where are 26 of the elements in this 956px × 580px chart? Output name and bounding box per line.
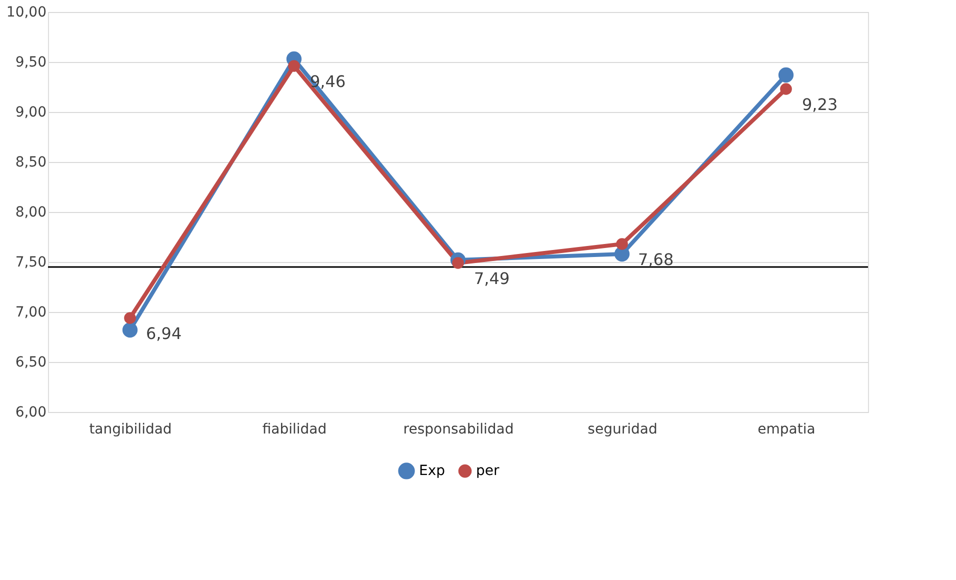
x-tick-label: responsabilidad: [403, 422, 514, 438]
legend-label: per: [476, 463, 500, 480]
point: [288, 60, 300, 72]
x-tick-label: tangibilidad: [89, 422, 172, 438]
y-tick-label: 9,50: [15, 54, 46, 70]
data-label: 7,68: [638, 250, 674, 269]
point: [616, 238, 628, 250]
y-tick-label: 7,00: [15, 304, 46, 320]
x-tick-label: empatia: [758, 422, 816, 438]
point: [124, 312, 136, 324]
data-label: 6,94: [146, 324, 182, 343]
data-label: 7,49: [474, 269, 510, 288]
point: [778, 67, 794, 83]
x-tick-label: seguridad: [588, 422, 658, 438]
data-label: 9,23: [802, 95, 838, 114]
x-tick-label: fiabilidad: [262, 422, 327, 438]
y-tick-label: 7,50: [15, 254, 46, 270]
y-tick-label: 8,50: [15, 154, 46, 170]
point: [780, 83, 792, 95]
y-tick-label: 6,00: [15, 404, 46, 420]
y-tick-label: 9,00: [15, 104, 46, 120]
y-tick-label: 10,00: [6, 4, 46, 20]
y-tick-label: 6,50: [15, 354, 46, 370]
y-tick-label: 8,00: [15, 204, 46, 220]
point: [122, 322, 138, 338]
legend-label: Exp: [419, 462, 446, 479]
